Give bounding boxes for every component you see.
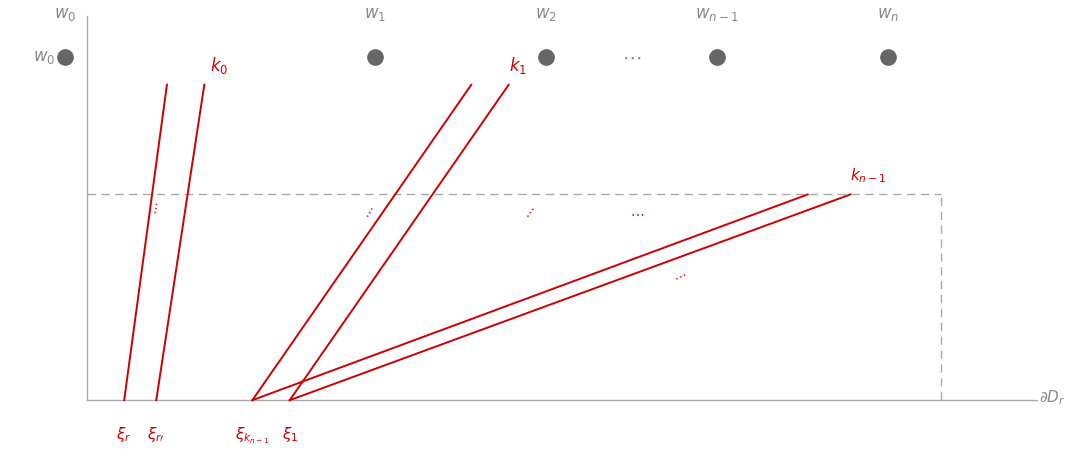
Text: $w_n$: $w_n$ xyxy=(876,6,899,23)
Text: $k_0$: $k_0$ xyxy=(209,54,228,76)
Text: $k_1$: $k_1$ xyxy=(509,54,526,76)
Text: $\cdots$: $\cdots$ xyxy=(149,201,163,216)
Text: $\cdots$: $\cdots$ xyxy=(361,204,379,222)
Text: $\xi_1$: $\xi_1$ xyxy=(281,426,297,444)
Text: $w_1$: $w_1$ xyxy=(364,6,387,23)
Text: $w_0$: $w_0$ xyxy=(55,6,76,23)
Text: $w_2$: $w_2$ xyxy=(535,6,557,23)
Text: $w_0$: $w_0$ xyxy=(32,49,55,66)
Text: $k_{n-1}$: $k_{n-1}$ xyxy=(851,166,887,185)
Text: $\xi_{r\prime}$: $\xi_{r\prime}$ xyxy=(147,426,165,444)
Text: $\cdots$: $\cdots$ xyxy=(521,204,539,222)
Text: $\cdots$: $\cdots$ xyxy=(671,268,688,285)
Text: $\xi_r$: $\xi_r$ xyxy=(116,426,132,444)
Text: $w_{n-1}$: $w_{n-1}$ xyxy=(695,6,739,23)
Text: $\partial D_r$: $\partial D_r$ xyxy=(1040,389,1066,407)
Text: $\cdots$: $\cdots$ xyxy=(622,48,641,67)
Text: $\cdots$: $\cdots$ xyxy=(629,206,644,220)
Text: $\xi_{k_{n-1}}$: $\xi_{k_{n-1}}$ xyxy=(235,426,270,446)
